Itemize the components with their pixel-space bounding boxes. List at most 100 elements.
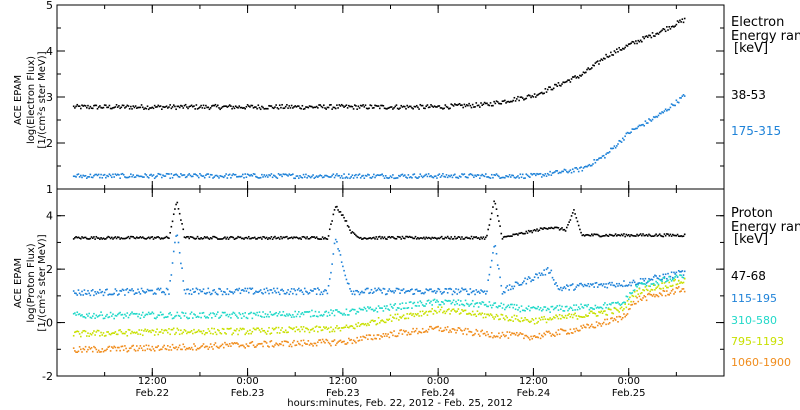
data-point-proton-2 [226,288,229,290]
data-point-proton-2 [587,282,590,285]
data-point-electron-1 [487,104,489,106]
data-point-electron-1 [345,104,348,106]
data-point-proton-3 [455,300,457,303]
data-point-electron-2 [431,176,433,178]
data-point-proton-5 [562,329,565,332]
data-point-proton-5 [468,330,470,333]
data-point-electron-2 [107,175,110,178]
data-point-electron-2 [473,176,475,179]
data-point-electron-1 [249,106,251,108]
data-point-proton-4 [386,318,388,321]
data-point-electron-1 [386,108,388,110]
data-point-proton-1 [295,236,298,239]
data-point-proton-3 [252,312,255,315]
data-point-proton-1 [399,236,401,239]
data-point-proton-2 [334,238,337,241]
data-point-proton-3 [563,310,566,312]
data-point-proton-1 [280,235,282,238]
data-point-proton-2 [618,282,620,285]
data-point-proton-3 [444,299,447,302]
data-point-electron-1 [325,108,327,110]
data-point-electron-2 [149,174,151,176]
data-point-proton-5 [600,325,603,327]
data-point-proton-2 [359,291,362,294]
data-point-proton-5 [588,326,591,329]
data-point-electron-2 [315,175,318,177]
data-point-proton-3 [671,278,674,281]
data-point-electron-2 [346,177,349,179]
data-point-proton-2 [138,291,140,293]
data-point-proton-4 [200,330,202,333]
data-point-proton-2 [399,292,401,295]
data-point-electron-2 [116,173,119,176]
data-point-proton-5 [146,348,149,350]
data-point-electron-1 [415,104,418,107]
data-point-proton-2 [650,278,653,281]
data-point-proton-2 [162,290,164,293]
data-point-proton-4 [679,282,681,285]
data-point-electron-2 [323,176,325,178]
data-point-proton-2 [526,278,529,281]
data-point-proton-4 [324,327,326,330]
data-point-electron-1 [286,104,288,106]
data-point-electron-2 [679,97,681,99]
data-point-electron-1 [256,107,258,110]
data-point-electron-1 [221,106,224,108]
data-point-proton-1 [296,237,299,239]
data-point-proton-1 [199,238,201,240]
electron-ytick-label: 4 [46,45,53,58]
data-point-proton-5 [300,339,302,342]
data-point-electron-1 [521,97,524,99]
data-point-electron-1 [258,106,261,109]
data-point-electron-1 [351,105,354,108]
data-point-proton-1 [434,237,437,239]
data-point-proton-5 [474,332,476,335]
data-point-proton-2 [594,282,597,284]
data-point-electron-1 [265,107,268,110]
data-point-proton-2 [211,292,213,295]
data-point-proton-4 [425,310,428,313]
electron-ylabel-line-3: [1/(cm²s ster MeV)] [37,51,48,148]
data-point-electron-1 [511,100,513,103]
data-point-electron-2 [638,124,641,127]
data-point-proton-5 [348,337,350,340]
data-point-proton-5 [84,345,87,348]
data-point-proton-3 [395,309,398,311]
data-point-electron-2 [99,176,101,179]
data-point-proton-2 [570,284,573,286]
data-point-proton-2 [625,284,628,287]
data-point-proton-2 [657,277,660,280]
data-point-proton-5 [499,337,501,339]
data-point-proton-1 [264,237,267,240]
data-point-proton-3 [72,312,75,315]
data-point-proton-5 [616,316,618,318]
data-point-proton-3 [579,308,581,310]
data-point-electron-2 [626,131,629,134]
data-point-electron-2 [663,110,666,112]
data-point-proton-1 [658,233,661,236]
data-point-proton-2 [655,275,657,277]
data-point-proton-1 [546,228,549,230]
data-point-proton-4 [180,329,182,332]
data-point-proton-3 [116,313,119,316]
data-point-electron-2 [535,174,537,177]
data-point-proton-5 [278,342,281,345]
data-point-proton-1 [613,234,616,237]
data-point-electron-2 [339,177,342,179]
data-point-proton-3 [402,307,405,310]
data-point-electron-1 [599,59,601,62]
data-point-electron-1 [637,39,640,42]
data-point-proton-4 [463,309,466,312]
data-point-proton-3 [105,315,107,318]
data-point-electron-2 [371,175,374,178]
data-point-proton-1 [548,227,550,229]
data-point-proton-2 [449,287,451,290]
data-point-proton-1 [576,220,579,223]
data-point-proton-1 [474,236,476,239]
data-point-proton-1 [102,237,105,240]
data-point-proton-2 [331,263,333,265]
data-point-proton-5 [249,342,251,344]
data-point-proton-4 [676,283,679,285]
data-point-proton-1 [451,238,454,240]
data-point-proton-5 [320,341,323,344]
